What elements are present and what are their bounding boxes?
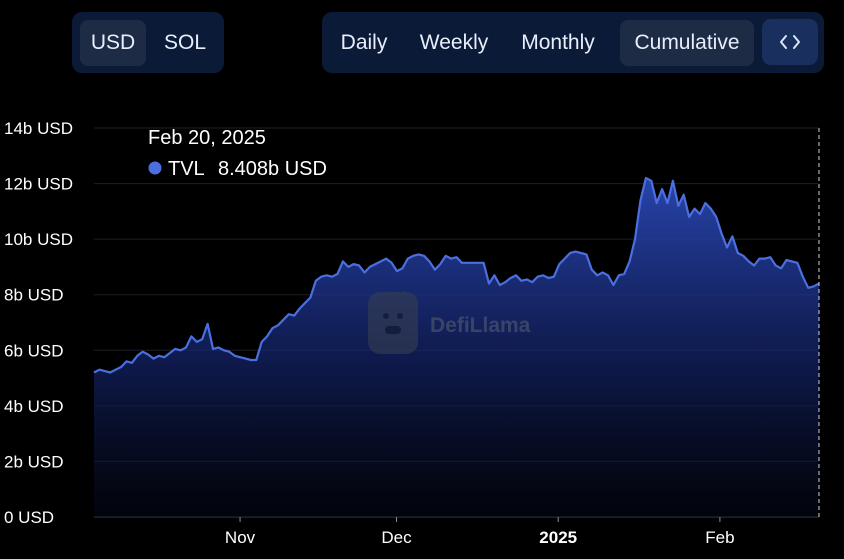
watermark-text: DefiLlama [430,314,531,337]
x-tick-label: Feb [705,528,734,547]
tooltip-series-marker [148,161,162,175]
x-axis: Nov Dec 2025 Feb [225,517,735,547]
watermark: DefiLlama [368,290,531,354]
x-tick-label: Nov [225,528,256,547]
embed-button[interactable] [762,19,818,65]
tooltip-series-label: TVL [168,158,205,180]
x-tick-label: Dec [381,528,412,547]
y-tick-label: 0 USD [4,508,54,527]
x-tick-label: 2025 [539,528,577,547]
llama-logo-icon [368,290,418,354]
tvl-line [93,176,820,374]
currency-toggle: USD SOL [72,12,224,73]
y-tick-label: 10b USD [4,230,73,249]
y-tick-label: 4b USD [4,397,64,416]
y-axis: 0 USD 2b USD 4b USD 6b USD 8b USD 10b USD 12b … [4,119,73,527]
y-tick-label: 2b USD [4,452,64,471]
weekly-button[interactable]: Weekly [419,31,489,54]
tooltip: Feb 20, 2025 TVL 8.408b USD [148,127,327,180]
y-tick-label: 6b USD [4,341,64,360]
cumulative-button[interactable]: Cumulative [620,20,754,66]
code-brackets-icon [780,35,800,49]
tooltip-date: Feb 20, 2025 [148,127,266,149]
tvl-area [94,178,819,517]
y-tick-label: 12b USD [4,175,73,194]
period-toggle: Daily Weekly Monthly Cumulative [322,12,824,73]
y-tick-label: 14b USD [4,119,73,138]
sol-button[interactable]: SOL [163,31,207,54]
y-tick-label: 8b USD [4,286,64,305]
daily-button[interactable]: Daily [340,31,388,54]
usd-button[interactable]: USD [80,20,146,66]
monthly-button[interactable]: Monthly [521,31,595,54]
tooltip-value: 8.408b USD [218,158,327,180]
